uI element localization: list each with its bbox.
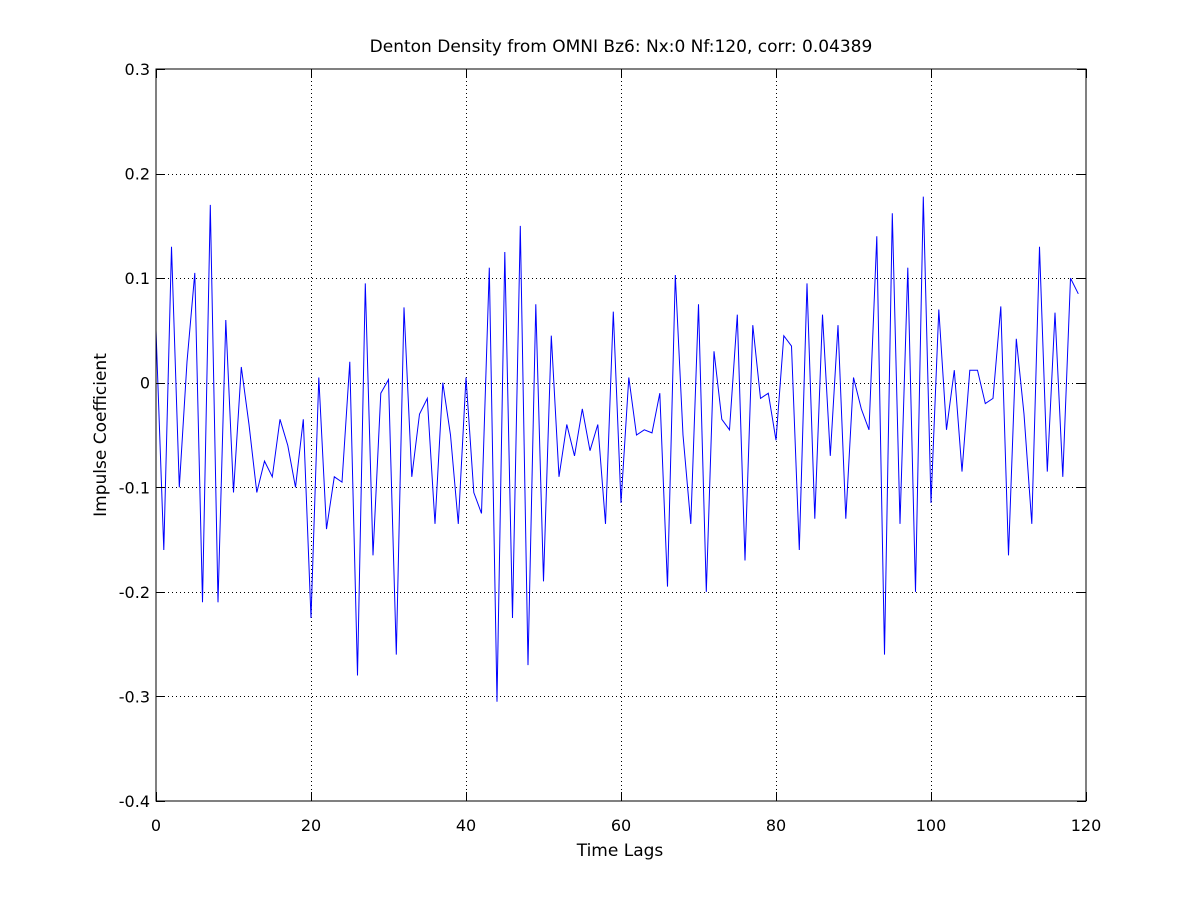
series-line	[155, 196, 1079, 702]
series-layer	[155, 196, 1079, 702]
y-tick-label: -0.3	[119, 687, 150, 706]
grid-lines	[156, 69, 1086, 801]
x-tick-label: 120	[1071, 816, 1102, 835]
x-tick-label: 60	[611, 816, 631, 835]
x-tick-label: 40	[456, 816, 476, 835]
y-tick-label: 0.1	[125, 269, 150, 288]
y-tick-label: -0.1	[119, 478, 150, 497]
y-tick-label: 0.2	[125, 165, 150, 184]
x-tick-label: 20	[301, 816, 321, 835]
y-tick-labels: -0.4 -0.3 -0.2 -0.1 0 0.1 0.2 0.3	[119, 60, 150, 811]
x-tick-label: 0	[151, 816, 161, 835]
y-tick-label: 0.3	[125, 60, 150, 79]
plot-frame	[155, 68, 1087, 802]
y-tick-label: 0	[140, 374, 150, 393]
tick-marks	[156, 69, 1087, 802]
chart-title: Denton Density from OMNI Bz6: Nx:0 Nf:12…	[370, 37, 873, 57]
x-tick-labels: 0 20 40 60 80 100 120	[151, 816, 1101, 835]
y-tick-label: -0.2	[119, 583, 150, 602]
y-tick-label: -0.4	[119, 792, 150, 811]
x-tick-label: 100	[916, 816, 947, 835]
y-axis-title: Impulse Coefficient	[91, 353, 111, 517]
x-tick-label: 80	[766, 816, 786, 835]
x-axis-title: Time Lags	[576, 841, 664, 861]
